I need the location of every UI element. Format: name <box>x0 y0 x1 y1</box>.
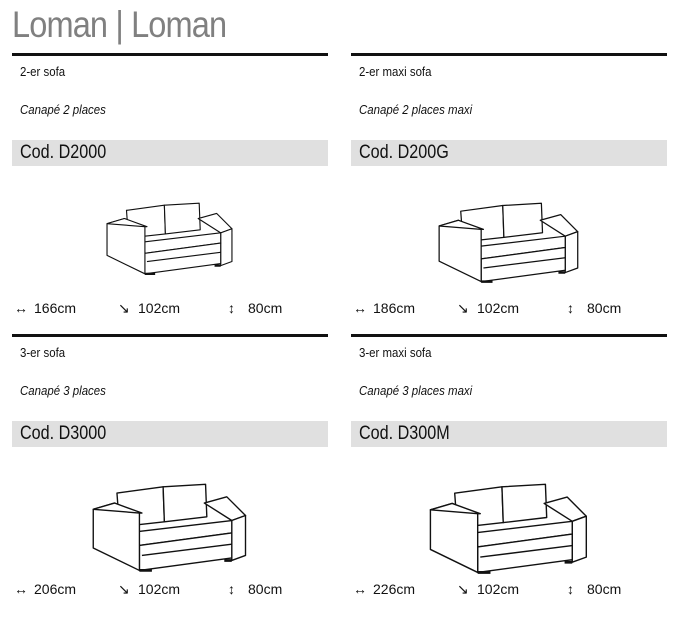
depth-value: 102cm <box>138 581 181 597</box>
width-value: 186cm <box>373 300 416 316</box>
width-arrow-icon: ↔ <box>14 300 28 316</box>
depth-arrow-icon: ↘ <box>118 581 130 597</box>
product-code: Cod. D300M <box>359 423 450 444</box>
product-card: 2-er sofa Canapé 2 places Cod. D2000 ↔ 16… <box>12 53 328 337</box>
depth-value: 102cm <box>477 300 520 316</box>
product-french-name: Canapé 3 places maxi <box>359 383 473 398</box>
sofa-drawing <box>438 202 579 283</box>
sofa-drawing <box>106 202 233 275</box>
dimensions: ↔ 166cm ↘ 102cm ↕ 80cm <box>12 300 328 320</box>
product-code: Cod. D2000 <box>20 142 107 163</box>
product-type: 2-er sofa <box>20 64 66 79</box>
depth-value: 102cm <box>138 300 181 316</box>
depth-arrow-icon: ↘ <box>118 300 130 316</box>
height-value: 80cm <box>587 300 622 316</box>
product-code: Cod. D200G <box>359 142 449 163</box>
product-type: 2-er maxi sofa <box>359 64 432 79</box>
product-code-bar: Cod. D2000 <box>12 140 328 166</box>
width-value: 226cm <box>373 581 416 597</box>
dimensions: ↔ 226cm ↘ 102cm ↕ 80cm <box>351 581 667 601</box>
product-code-bar: Cod. D3000 <box>12 421 328 447</box>
product-type: 3-er maxi sofa <box>359 345 432 360</box>
page-title: Loman | Loman <box>12 4 227 45</box>
height-value: 80cm <box>587 581 622 597</box>
depth-value: 102cm <box>477 581 520 597</box>
product-french-name: Canapé 2 places <box>20 102 106 117</box>
width-value: 206cm <box>34 581 77 597</box>
width-arrow-icon: ↔ <box>14 581 28 597</box>
sofa-drawing <box>429 483 588 574</box>
height-arrow-icon: ↕ <box>567 300 574 316</box>
width-arrow-icon: ↔ <box>353 581 367 597</box>
width-value: 166cm <box>34 300 77 316</box>
dimensions: ↔ 186cm ↘ 102cm ↕ 80cm <box>351 300 667 320</box>
sofa-drawing <box>92 483 247 572</box>
product-code: Cod. D3000 <box>20 423 107 444</box>
height-arrow-icon: ↕ <box>228 581 235 597</box>
height-value: 80cm <box>248 300 283 316</box>
depth-arrow-icon: ↘ <box>457 581 469 597</box>
height-value: 80cm <box>248 581 283 597</box>
product-type: 3-er sofa <box>20 345 66 360</box>
product-card: 2-er maxi sofa Canapé 2 places maxi Cod.… <box>351 53 667 337</box>
dimensions: ↔ 206cm ↘ 102cm ↕ 80cm <box>12 581 328 601</box>
product-code-bar: Cod. D300M <box>351 421 667 447</box>
depth-arrow-icon: ↘ <box>457 300 469 316</box>
width-arrow-icon: ↔ <box>353 300 367 316</box>
height-arrow-icon: ↕ <box>567 581 574 597</box>
product-card: 3-er maxi sofa Canapé 3 places maxi Cod.… <box>351 334 667 618</box>
product-french-name: Canapé 3 places <box>20 383 106 398</box>
product-code-bar: Cod. D200G <box>351 140 667 166</box>
product-card: 3-er sofa Canapé 3 places Cod. D3000 ↔ 20… <box>12 334 328 618</box>
height-arrow-icon: ↕ <box>228 300 235 316</box>
product-french-name: Canapé 2 places maxi <box>359 102 473 117</box>
